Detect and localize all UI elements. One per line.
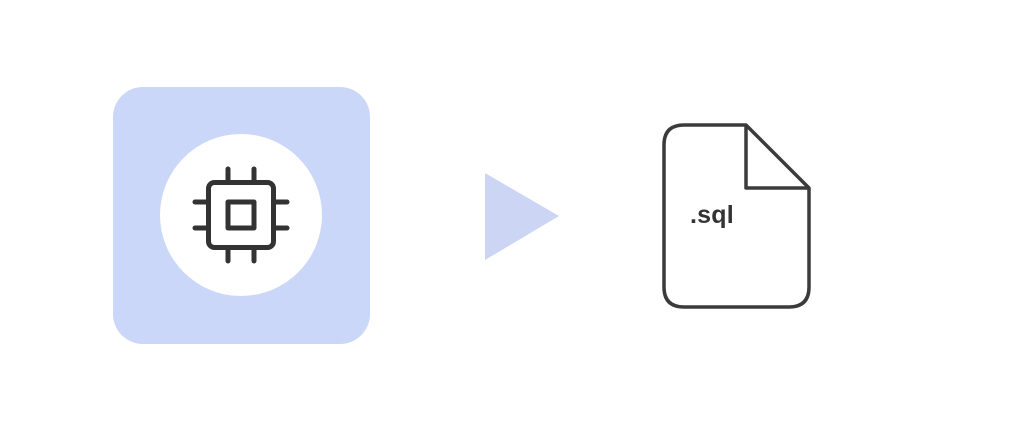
processor-node [113, 87, 370, 344]
processor-badge [160, 134, 322, 296]
cpu-chip-icon [192, 166, 290, 264]
file-icon [662, 123, 811, 309]
play-arrow-icon [485, 173, 559, 260]
file-extension-label: .sql [690, 201, 734, 229]
